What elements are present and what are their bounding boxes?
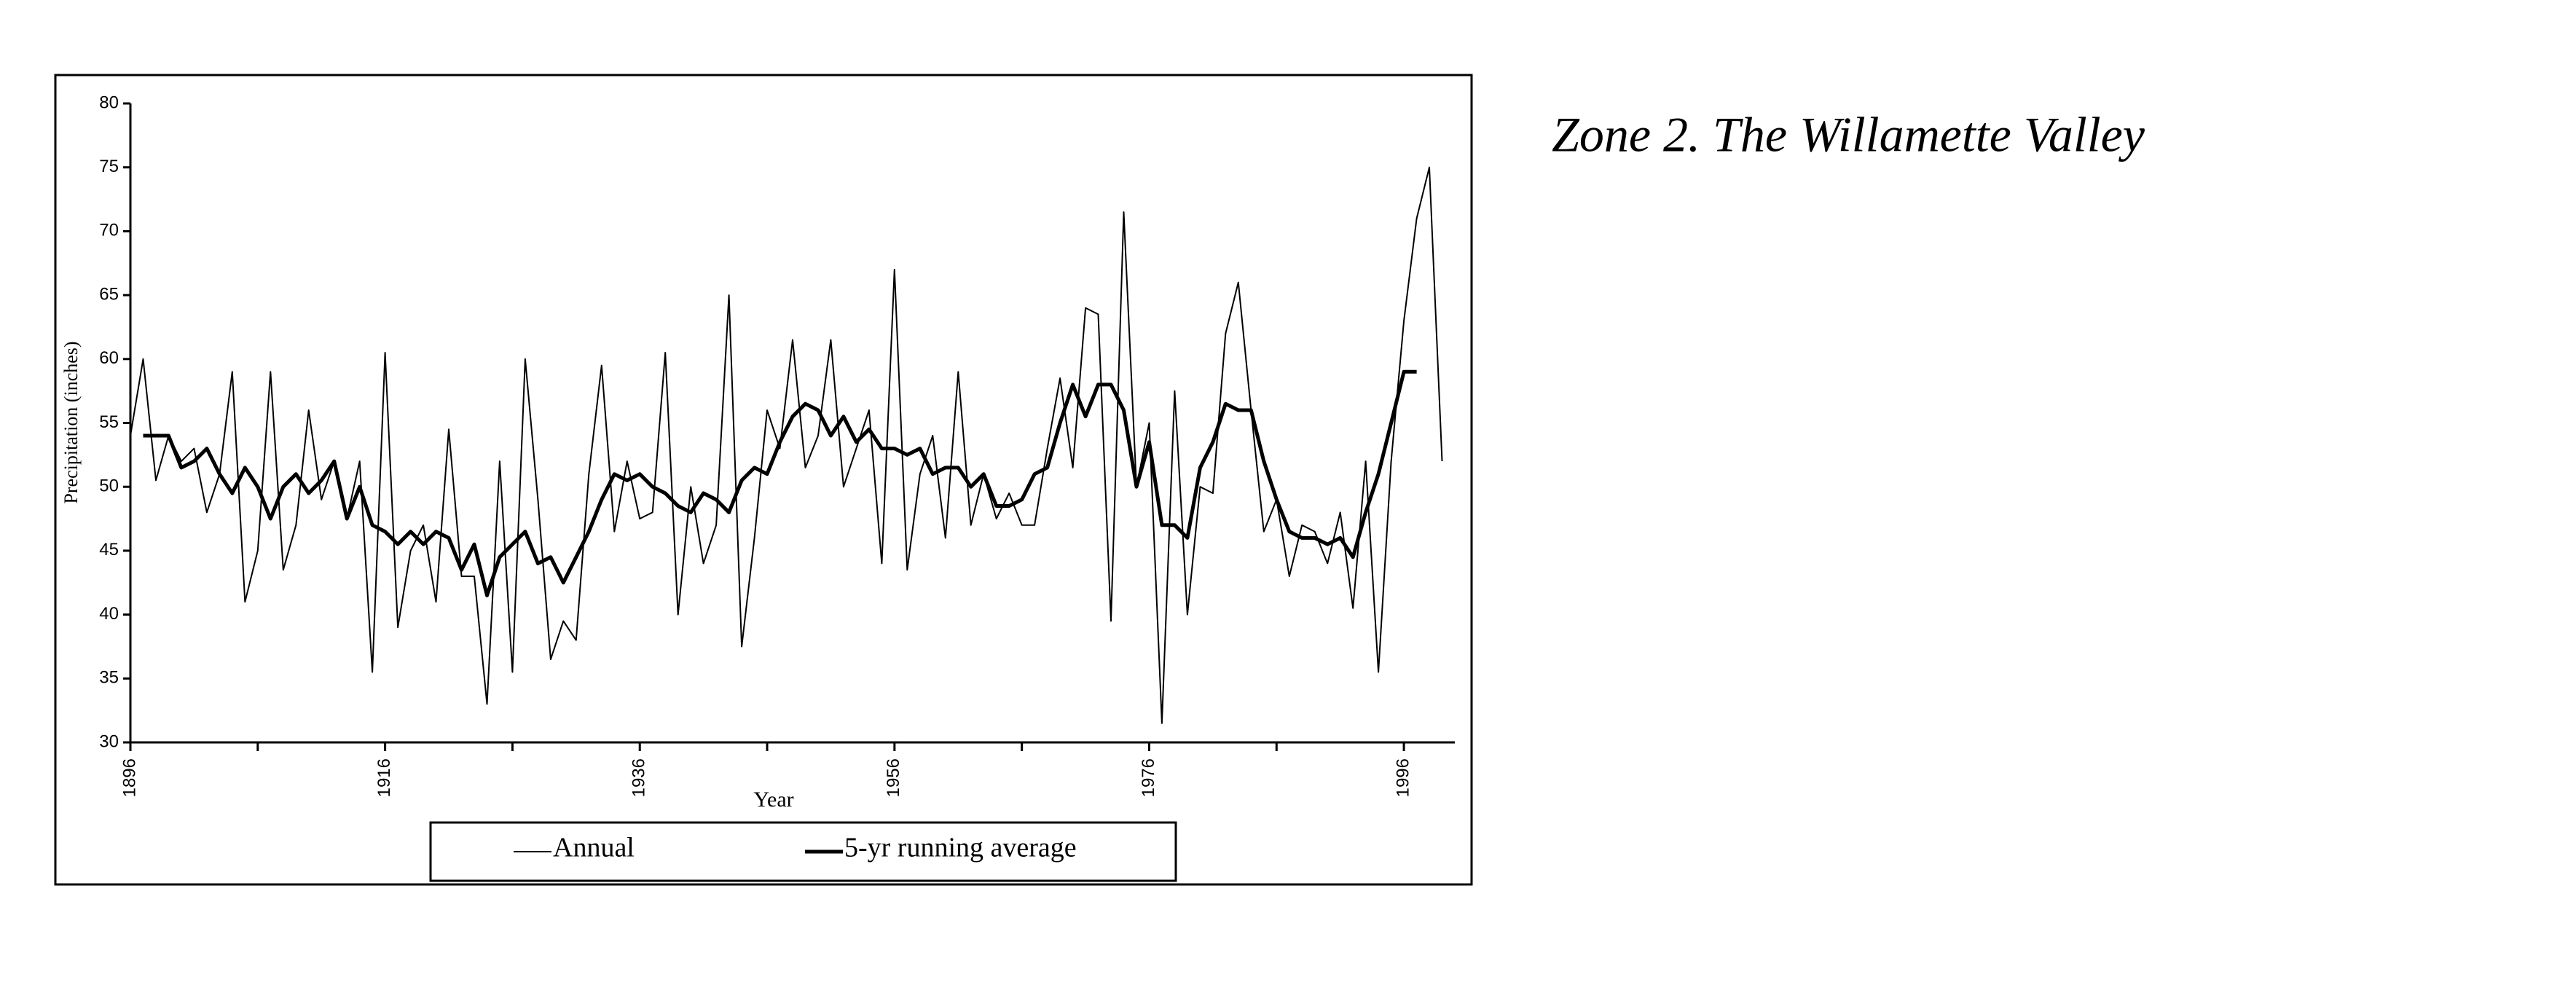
chart-frame (54, 74, 1473, 886)
y-tick-label: 40 (99, 604, 119, 624)
y-tick-label: 55 (99, 412, 119, 432)
y-tick-label: 80 (99, 93, 119, 112)
y-tick-label: 30 (99, 731, 119, 751)
y-tick-label: 45 (99, 540, 119, 560)
x-tick-label: 1976 (1139, 758, 1158, 797)
y-tick-label: 35 (99, 668, 119, 688)
y-tick-label: 60 (99, 348, 119, 368)
data-line (130, 166, 1443, 724)
y-tick-label: 50 (99, 476, 119, 496)
x-tick-label: 1896 (119, 758, 139, 797)
x-tick-label: 1916 (374, 758, 394, 797)
y-tick-label: 70 (99, 221, 119, 240)
chart-title: Zone 2. The Willamette Valley (1552, 107, 2145, 162)
x-tick-label: 1996 (1393, 758, 1413, 797)
x-tick-label: 1936 (629, 758, 649, 797)
y-tick-label: 65 (99, 284, 119, 304)
legend-box (429, 821, 1177, 882)
legend-label: Annual (553, 833, 635, 863)
x-axis-label: Year (753, 788, 793, 812)
data-line (143, 369, 1417, 597)
legend-label: 5-yr running average (844, 833, 1077, 863)
y-axis-label: Precipitation (inches) (60, 341, 82, 503)
x-tick-label: 1956 (884, 758, 903, 797)
y-tick-label: 75 (99, 157, 119, 176)
